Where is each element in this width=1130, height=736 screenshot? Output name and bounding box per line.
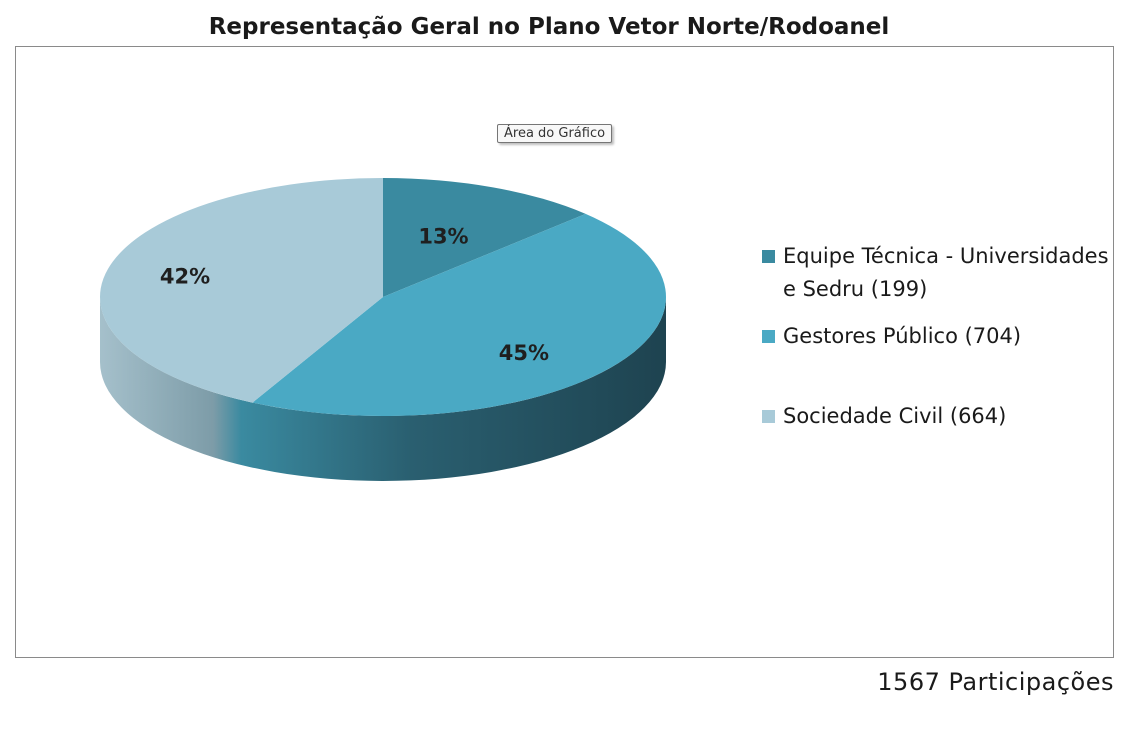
pie-slice-2[interactable] bbox=[252, 213, 667, 417]
pie-slice-3[interactable] bbox=[99, 178, 384, 403]
chart-title: Representação Geral no Plano Vetor Norte… bbox=[208, 14, 890, 40]
legend-swatch-1 bbox=[762, 250, 775, 263]
legend-label-2: Gestores Público (704) bbox=[783, 324, 1022, 348]
pie-label-2: 45% bbox=[499, 341, 549, 365]
legend-swatch-2 bbox=[762, 330, 775, 343]
pie-side-wall bbox=[100, 297, 666, 481]
pie-label-1: 13% bbox=[418, 225, 468, 249]
chart-area-tooltip: Área do Gráfico bbox=[497, 124, 613, 143]
legend-label-3: Sociedade Civil (664) bbox=[783, 404, 1007, 428]
legend-swatch-3 bbox=[762, 410, 775, 423]
pie-sides bbox=[100, 297, 666, 481]
participation-total: 1567 Participações bbox=[877, 668, 1114, 696]
pie-label-3: 42% bbox=[160, 265, 210, 289]
legend-label-1: Equipe Técnica - Universidades e Sedru (… bbox=[783, 244, 1109, 301]
pie-slice-1[interactable] bbox=[383, 178, 586, 297]
chart-area[interactable] bbox=[15, 46, 1114, 658]
